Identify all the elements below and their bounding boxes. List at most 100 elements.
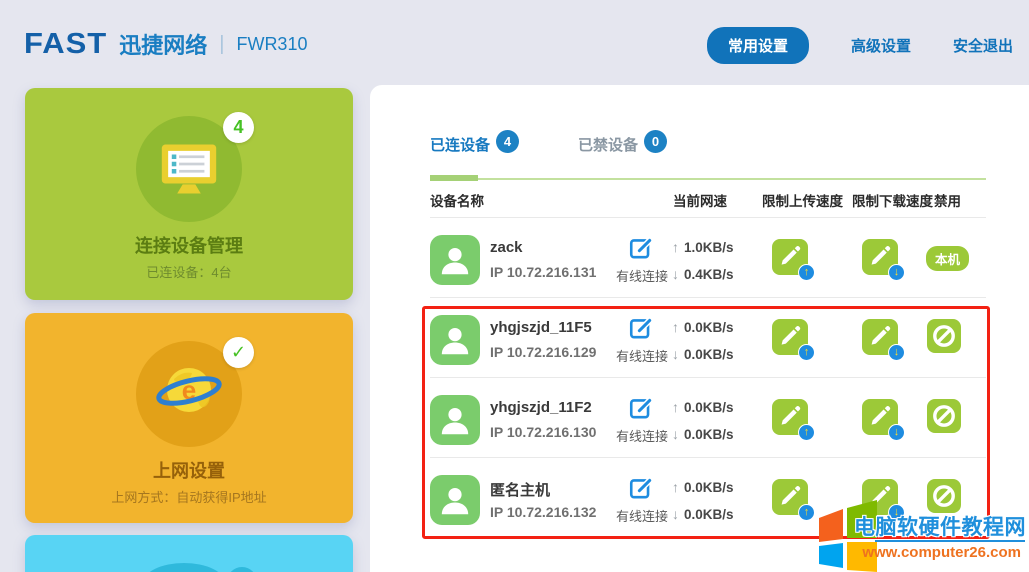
- limit-upload-button[interactable]: ↑: [772, 399, 815, 441]
- limit-download-button[interactable]: ↓: [862, 319, 905, 361]
- tab-disabled-devices[interactable]: 已禁设备: [578, 137, 639, 154]
- table-row: yhgjszjd_11F2 IP 10.72.216.130 有线连接 ↑ 0.0…: [370, 383, 1029, 459]
- card-subtitle: 已连设备：4台: [146, 265, 232, 280]
- limit-download-button[interactable]: ↓: [862, 239, 905, 281]
- device-name: yhgjszjd_11F5: [490, 319, 592, 336]
- device-list-panel: 已连设备 4 已禁设备 0 设备名称 当前网速 限制上传速度 限制下载速度 禁用…: [370, 85, 1029, 572]
- up-arrow-badge-icon: ↑: [798, 504, 815, 521]
- card-subtitle: 上网方式：自动获得IP地址: [111, 490, 267, 505]
- upload-speed: ↑ 0.0KB/s: [672, 399, 734, 415]
- upload-speed-value: 0.0KB/s: [684, 400, 734, 415]
- download-speed: ↓ 0.0KB/s: [672, 506, 734, 522]
- device-avatar-icon: [430, 235, 480, 285]
- down-arrow-icon: ↓: [672, 426, 679, 442]
- device-name: yhgjszjd_11F2: [490, 399, 592, 416]
- connection-type: 有线连接: [615, 429, 668, 444]
- card-icon-shape: [143, 563, 225, 572]
- upload-speed-value: 0.0KB/s: [684, 480, 734, 495]
- download-speed-value: 0.0KB/s: [684, 507, 734, 522]
- card-title: 上网设置: [153, 461, 225, 481]
- col-header-upload-limit: 限制上传速度: [762, 194, 843, 209]
- connection-type: 有线连接: [615, 509, 668, 524]
- col-header-current-speed: 当前网速: [673, 194, 727, 209]
- limit-upload-button[interactable]: ↑: [772, 239, 815, 281]
- down-arrow-badge-icon: ↓: [888, 504, 905, 521]
- down-arrow-badge-icon: ↓: [888, 264, 905, 281]
- sidebar-card-device-management[interactable]: 4 连接设备管理 已连设备：4台: [25, 88, 353, 300]
- brand-name: 迅捷网络: [119, 33, 208, 58]
- check-badge: ✓: [223, 337, 254, 368]
- divider: [430, 297, 986, 298]
- divider: [430, 377, 986, 378]
- watermark-divider: [875, 540, 1025, 542]
- nav-logout[interactable]: 安全退出: [952, 38, 1013, 55]
- limit-upload-button[interactable]: ↑: [772, 479, 815, 521]
- down-arrow-icon: ↓: [672, 346, 679, 362]
- table-row: zack IP 10.72.216.131 有线连接 ↑ 1.0KB/s ↓ 0.4…: [370, 223, 1029, 299]
- download-speed-value: 0.0KB/s: [684, 427, 734, 442]
- watermark-title: 电脑软硬件教程网: [854, 516, 1026, 539]
- download-speed: ↓ 0.0KB/s: [672, 426, 734, 442]
- divider: [430, 457, 986, 458]
- device-name: zack: [490, 239, 523, 256]
- card-title: 连接设备管理: [135, 236, 243, 256]
- up-arrow-badge-icon: ↑: [798, 264, 815, 281]
- logo-divider: |: [219, 32, 225, 55]
- edit-name-icon[interactable]: [628, 395, 654, 421]
- upload-speed-value: 0.0KB/s: [684, 320, 734, 335]
- edit-name-icon[interactable]: [628, 235, 654, 261]
- edit-name-icon[interactable]: [628, 475, 654, 501]
- edit-name-icon[interactable]: [628, 315, 654, 341]
- device-avatar-icon: [430, 315, 480, 365]
- col-header-device-name: 设备名称: [430, 194, 484, 209]
- device-name: 匿名主机: [490, 482, 551, 499]
- connection-type: 有线连接: [615, 349, 668, 364]
- download-speed: ↓ 0.0KB/s: [672, 346, 734, 362]
- device-avatar-icon: [430, 395, 480, 445]
- brand-logo: FAST 迅捷网络 | FWR310: [24, 26, 307, 62]
- limit-upload-button[interactable]: ↑: [772, 319, 815, 361]
- disable-device-button[interactable]: [927, 479, 961, 513]
- download-speed-value: 0.4KB/s: [684, 267, 734, 282]
- upload-speed: ↑ 1.0KB/s: [672, 239, 734, 255]
- upload-speed-value: 1.0KB/s: [684, 240, 734, 255]
- col-header-disable: 禁用: [934, 194, 961, 209]
- card-icon-shape: [227, 567, 257, 572]
- upload-speed: ↑ 0.0KB/s: [672, 319, 734, 335]
- disabled-tab-count[interactable]: 0: [644, 130, 667, 153]
- windows-flag-icon: [819, 500, 877, 572]
- device-ip: IP 10.72.216.129: [490, 344, 597, 360]
- disable-device-button[interactable]: [927, 399, 961, 433]
- router-model: FWR310: [236, 33, 308, 54]
- sidebar-card-internet-settings[interactable]: e ✓ 上网设置 上网方式：自动获得IP地址: [25, 313, 353, 523]
- upload-speed: ↑ 0.0KB/s: [672, 479, 734, 495]
- limit-download-button[interactable]: ↓: [862, 399, 905, 441]
- active-tab-indicator: [430, 175, 478, 181]
- device-ip: IP 10.72.216.131: [490, 264, 597, 280]
- up-arrow-badge-icon: ↑: [798, 424, 815, 441]
- up-arrow-icon: ↑: [672, 479, 679, 495]
- download-speed: ↓ 0.4KB/s: [672, 266, 734, 282]
- table-row: yhgjszjd_11F5 IP 10.72.216.129 有线连接 ↑ 0.0…: [370, 303, 1029, 379]
- nav-common-settings[interactable]: 常用设置: [706, 27, 809, 64]
- download-speed-value: 0.0KB/s: [684, 347, 734, 362]
- col-header-download-limit: 限制下载速度: [852, 194, 933, 209]
- sidebar-card-partial[interactable]: [25, 535, 353, 572]
- table-row: 匿名主机 IP 10.72.216.132 有线连接 ↑ 0.0KB/s ↓ 0.0…: [370, 463, 1029, 539]
- up-arrow-badge-icon: ↑: [798, 344, 815, 361]
- device-avatar-icon: [430, 475, 480, 525]
- device-ip: IP 10.72.216.130: [490, 424, 597, 440]
- watermark: 电脑软硬件教程网 www.computer26.com: [807, 498, 1029, 572]
- disable-device-button[interactable]: [927, 319, 961, 353]
- down-arrow-icon: ↓: [672, 506, 679, 522]
- up-arrow-icon: ↑: [672, 399, 679, 415]
- down-arrow-badge-icon: ↓: [888, 424, 905, 441]
- top-nav: 常用设置 高级设置 安全退出: [706, 27, 1013, 64]
- connected-tab-count[interactable]: 4: [496, 130, 519, 153]
- down-arrow-badge-icon: ↓: [888, 344, 905, 361]
- local-host-badge: 本机: [926, 246, 970, 271]
- fast-logo: FAST: [24, 27, 108, 60]
- tab-connected-devices[interactable]: 已连设备: [430, 137, 491, 154]
- nav-advanced-settings[interactable]: 高级设置: [850, 38, 911, 55]
